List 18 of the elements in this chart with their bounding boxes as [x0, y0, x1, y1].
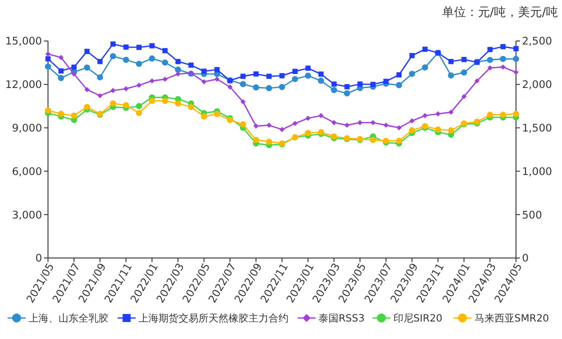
- legend-label: 印尼SIR20: [393, 312, 442, 324]
- y-tick-label: 12,000: [5, 79, 42, 92]
- y-tick-label: 6,000: [12, 166, 42, 178]
- y2-tick-label: 2,000: [522, 79, 552, 92]
- y2-tick-label: 500: [522, 209, 542, 222]
- y2-tick-label: 1,500: [522, 122, 552, 134]
- y-tick-label: 15,000: [5, 36, 42, 48]
- y2-tick-label: 1,000: [522, 166, 552, 178]
- legend-label: 马来西亚SMR20: [474, 312, 550, 324]
- y2-tick-label: 0: [522, 252, 529, 265]
- y-tick-label: 0: [35, 252, 42, 265]
- legend-label: 上海期货交易所天然橡胶主力合约: [138, 312, 289, 324]
- y2-tick-label: 2,500: [522, 36, 552, 48]
- legend-label: 上海、山东全乳胶: [28, 312, 109, 324]
- y-tick-label: 9,000: [12, 122, 42, 134]
- chart-subtitle: 单位：元/吨，美元/吨: [442, 5, 558, 19]
- y-tick-label: 3,000: [12, 209, 42, 222]
- legend-label: 泰国RSS3: [318, 314, 365, 324]
